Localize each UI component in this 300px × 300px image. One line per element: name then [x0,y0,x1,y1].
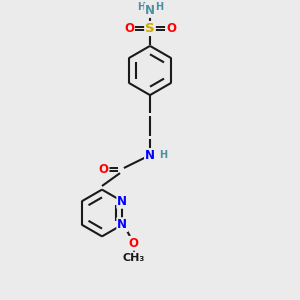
Text: CH₃: CH₃ [122,253,145,263]
Text: N: N [145,4,155,17]
Text: O: O [98,163,109,176]
Text: N: N [117,195,127,208]
Text: S: S [145,22,155,35]
Text: O: O [166,22,176,35]
Text: N: N [117,218,127,231]
Text: H: H [155,2,163,13]
Text: O: O [124,22,134,35]
Text: O: O [129,237,139,250]
Text: H: H [137,2,145,13]
Text: H: H [159,150,168,161]
Text: N: N [145,149,155,162]
